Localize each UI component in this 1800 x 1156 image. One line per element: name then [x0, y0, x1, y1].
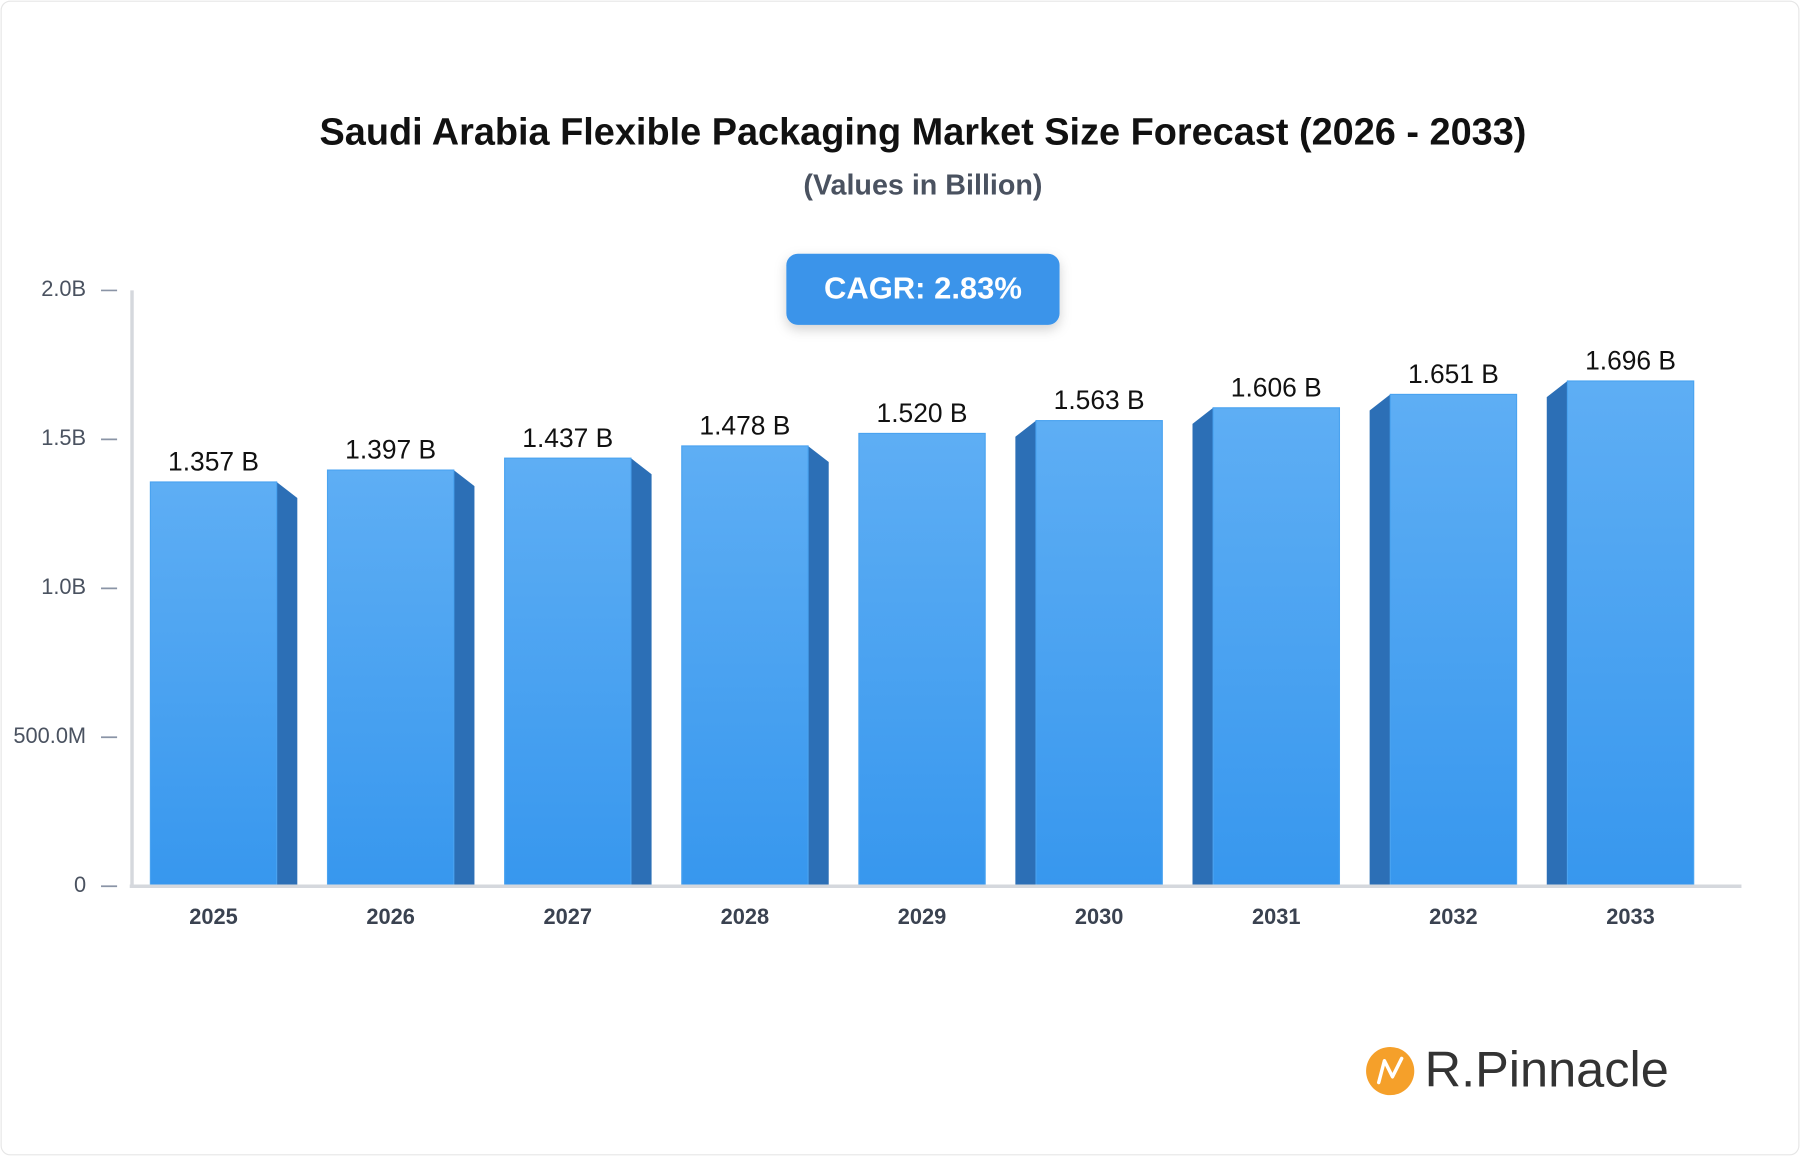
bar: [149, 481, 278, 887]
bar-side: [453, 470, 475, 887]
bar-side: [1546, 380, 1568, 887]
logo-icon: [1366, 1046, 1415, 1096]
x-tick-label: 2027: [544, 904, 592, 929]
x-tick-label: 2032: [1429, 904, 1478, 929]
bar: [1212, 407, 1341, 887]
y-tick-label: 2.0B: [41, 276, 86, 301]
value-label: 1.357 B: [168, 447, 259, 477]
value-label: 1.563 B: [1054, 385, 1145, 415]
bar: [1035, 420, 1163, 887]
bar: [1389, 393, 1518, 887]
y-tick-label: 500.0M: [13, 723, 86, 748]
bar: [504, 457, 632, 887]
cagr-label: CAGR: 2.83%: [824, 271, 1022, 306]
chart-title: Saudi Arabia Flexible Packaging Market S…: [320, 111, 1527, 153]
chart-subtitle: (Values in Billion): [803, 170, 1042, 202]
y-tick-label: 1.0B: [41, 574, 86, 599]
bar-side: [1015, 420, 1037, 887]
x-tick-label: 2033: [1606, 904, 1655, 929]
y-tick-label: 0: [74, 872, 86, 897]
cagr-badge: [786, 253, 1060, 325]
x-tick-label: 2026: [366, 904, 415, 929]
bar: [326, 469, 455, 887]
bar: [858, 432, 986, 887]
x-tick-label: 2025: [189, 904, 238, 929]
bar: [681, 445, 809, 887]
x-tick-label: 2030: [1075, 904, 1124, 929]
value-label: 1.478 B: [699, 411, 790, 441]
bar-side: [808, 445, 829, 887]
bar: [1566, 380, 1695, 887]
y-tick-label: 1.5B: [41, 425, 86, 450]
bar-side: [1369, 394, 1391, 887]
value-label: 1.520 B: [877, 398, 968, 428]
x-tick-label: 2029: [898, 904, 947, 929]
bar-side: [1192, 407, 1214, 887]
value-label: 1.696 B: [1585, 346, 1676, 376]
value-label: 1.397 B: [345, 435, 436, 465]
bar-side: [630, 458, 652, 887]
x-tick-label: 2028: [721, 904, 770, 929]
logo-text: R.Pinnacle: [1425, 1041, 1669, 1098]
bar-side: [276, 481, 298, 887]
value-label: 1.651 B: [1408, 359, 1499, 389]
value-label: 1.437 B: [522, 423, 613, 453]
x-tick-label: 2031: [1252, 904, 1301, 929]
plot: 0 500.0M 1.0B 1.5B 2.0B 2025 1.357 B 2026 1.397 …: [13, 276, 1742, 929]
value-label: 1.606 B: [1231, 372, 1322, 402]
